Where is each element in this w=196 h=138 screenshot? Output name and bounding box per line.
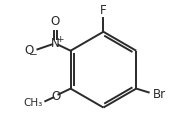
Text: CH₃: CH₃ xyxy=(23,98,42,108)
Text: O: O xyxy=(25,44,34,57)
Text: O: O xyxy=(52,90,61,103)
Text: F: F xyxy=(100,4,107,17)
Text: +: + xyxy=(56,35,63,44)
Text: −: − xyxy=(29,50,38,60)
Text: O: O xyxy=(51,15,60,28)
Text: N: N xyxy=(51,37,59,50)
Text: Br: Br xyxy=(152,87,166,100)
